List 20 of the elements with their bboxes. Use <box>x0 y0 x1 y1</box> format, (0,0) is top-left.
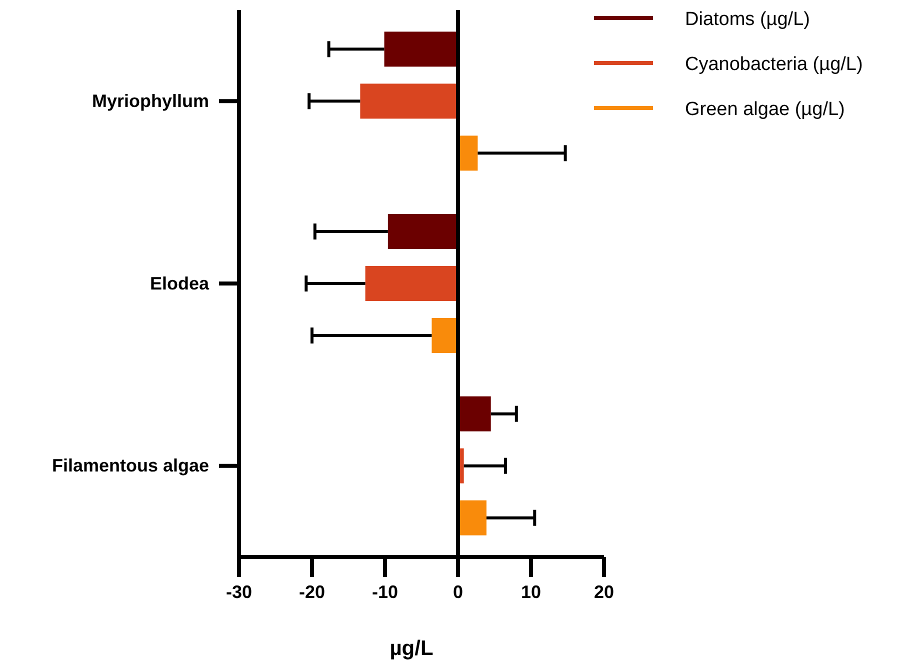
bar <box>360 84 458 119</box>
bar <box>384 32 458 67</box>
bar <box>388 214 458 249</box>
x-tick-label: 0 <box>452 582 464 602</box>
x-tick-label: -10 <box>372 582 398 602</box>
x-axis-title: µg/L <box>390 637 434 660</box>
y-tick-label: Elodea <box>150 273 210 294</box>
bar <box>458 396 491 432</box>
x-tick-label: -30 <box>226 582 252 602</box>
x-tick-label: 10 <box>520 582 542 602</box>
y-tick-label: Myriophyllum <box>92 90 209 111</box>
legend-label: Green algae (µg/L) <box>685 99 845 120</box>
x-tick-label: -20 <box>298 582 326 602</box>
legend-label: Diatoms (µg/L) <box>685 9 810 30</box>
y-tick-label: Filamentous algae <box>52 456 209 476</box>
legend-label: Cyanobacteria (µg/L) <box>685 54 863 75</box>
bar <box>432 318 458 353</box>
bar <box>365 266 458 301</box>
bar <box>458 500 486 536</box>
x-tick-label: 20 <box>594 582 614 602</box>
